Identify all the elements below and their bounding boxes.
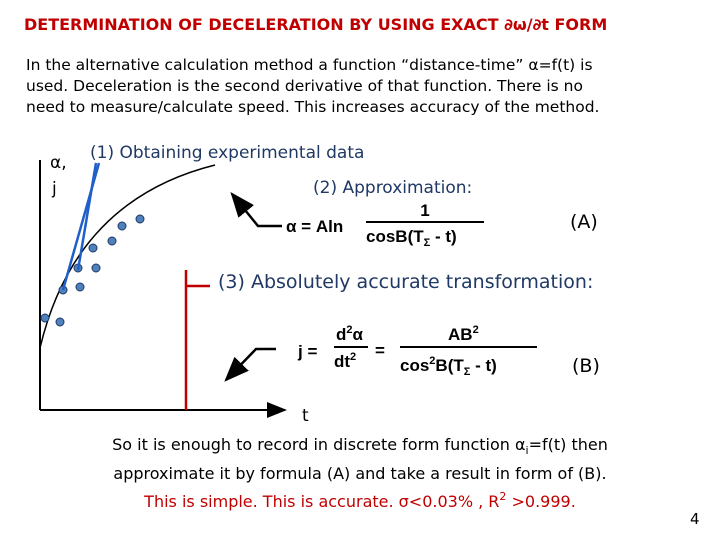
pointer-lines xyxy=(61,162,282,410)
formula-denominator: dt2 xyxy=(334,351,356,371)
text: >0.999. xyxy=(506,492,575,511)
formula-tag: (B) xyxy=(572,355,600,377)
formula-numerator: d2α xyxy=(336,324,364,344)
text: This is simple. This is accurate. σ<0.03… xyxy=(143,492,499,511)
page-number: 4 xyxy=(690,510,700,528)
text: cos xyxy=(400,356,429,375)
formula-denominator: cos2B(TΣ - t) xyxy=(400,355,497,378)
subscript: Σ xyxy=(464,366,471,378)
y-axis-label: j xyxy=(51,179,57,199)
text: =f(t) then xyxy=(529,435,608,454)
conclusion-line: This is simple. This is accurate. σ<0.03… xyxy=(143,490,576,511)
axes xyxy=(39,160,287,418)
formula-lhs: α = Aln xyxy=(286,217,343,236)
formula-lhs: j = xyxy=(297,342,317,361)
formula-numerator: 1 xyxy=(420,201,429,220)
y-axis-label: α, xyxy=(50,153,67,173)
text: - t) xyxy=(430,227,456,246)
text: - t) xyxy=(470,356,496,375)
step-label: (1) Obtaining experimental data xyxy=(90,143,364,163)
text: α xyxy=(353,325,364,344)
superscript: 2 xyxy=(429,355,435,367)
text: cosB(T xyxy=(366,227,424,246)
superscript: 2 xyxy=(499,490,506,503)
conclusion-line: approximate it by formula (A) and take a… xyxy=(113,464,606,483)
text: d xyxy=(336,325,346,344)
superscript: 2 xyxy=(346,324,352,336)
data-points xyxy=(40,214,145,327)
step-label: (3) Absolutely accurate transformation: xyxy=(218,271,593,293)
formula-denominator: cosB(TΣ - t) xyxy=(366,227,457,249)
intro-line: need to measure/calculate speed. This in… xyxy=(26,98,599,116)
slide-title: DETERMINATION OF DECELERATION BY USING E… xyxy=(24,15,607,34)
intro-line: used. Deceleration is the second derivat… xyxy=(26,77,583,95)
superscript: 2 xyxy=(350,351,356,363)
conclusion-line: So it is enough to record in discrete fo… xyxy=(112,435,608,457)
x-axis-label: t xyxy=(302,406,309,426)
subscript: i xyxy=(526,444,529,457)
subscript: Σ xyxy=(424,237,431,249)
text: So it is enough to record in discrete fo… xyxy=(112,435,525,454)
step-label: (2) Approximation: xyxy=(313,178,472,198)
formula-equals: = xyxy=(375,341,385,360)
formula-numerator: AB2 xyxy=(448,324,479,344)
intro-line: In the alternative calculation method a … xyxy=(26,56,593,74)
text: dt xyxy=(334,352,350,371)
formula-tag: (A) xyxy=(570,211,598,233)
text: B(T xyxy=(435,356,464,375)
text: AB xyxy=(448,325,473,344)
superscript: 2 xyxy=(473,324,479,336)
